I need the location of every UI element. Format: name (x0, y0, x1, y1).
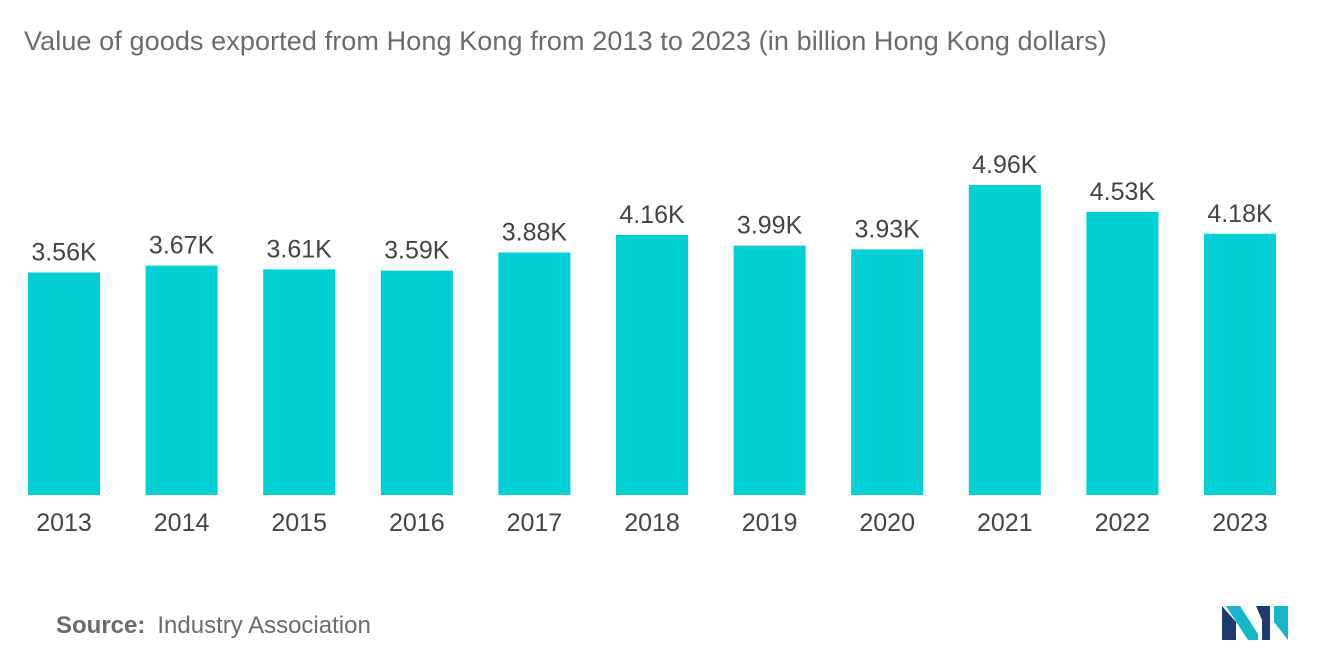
bar-2019 (733, 245, 806, 495)
data-label-2022: 4.53K (1090, 178, 1156, 206)
logo-shape-right (1274, 606, 1288, 640)
bar-2016 (380, 270, 453, 495)
bar-2013 (28, 272, 100, 495)
x-tick-2013: 2013 (36, 509, 92, 537)
x-tick-2018: 2018 (624, 509, 680, 537)
x-axis-ticks: 2013 2014 2015 2016 2017 2018 2019 2020 2021 2022… (36, 509, 1268, 537)
bar-2018 (616, 235, 688, 495)
logo-shape-mid-right (1256, 606, 1270, 640)
x-tick-2021: 2021 (977, 509, 1033, 537)
x-tick-2015: 2015 (271, 509, 327, 537)
x-tick-2017: 2017 (507, 509, 563, 537)
logo-shape-left (1222, 606, 1236, 640)
data-label-2016: 3.59K (384, 237, 450, 265)
x-tick-2014: 2014 (154, 509, 210, 537)
mordor-intelligence-logo-icon (1222, 606, 1288, 640)
x-tick-2020: 2020 (859, 509, 915, 537)
data-label-2014: 3.67K (149, 232, 215, 260)
bars-group (28, 185, 1276, 495)
data-label-2013: 3.56K (31, 239, 97, 267)
bar-2017 (498, 252, 571, 495)
bar-2021 (968, 185, 1041, 495)
bar-2014 (145, 265, 218, 495)
data-label-2019: 3.99K (737, 212, 803, 240)
bar-labels-group: 3.56K 3.67K 3.61K 3.59K 3.88K 4.16K 3.99K 3.93K… (31, 151, 1273, 267)
data-label-2015: 3.61K (267, 235, 333, 263)
x-tick-2023: 2023 (1212, 509, 1268, 537)
bar-2023 (1204, 233, 1276, 495)
data-label-2021: 4.96K (972, 151, 1038, 179)
source-note: Source: Industry Association (56, 612, 371, 640)
chart-title: Value of goods exported from Hong Kong f… (24, 26, 1107, 56)
data-label-2023: 4.18K (1207, 200, 1273, 228)
logo-shape-mid-left (1226, 606, 1258, 640)
x-tick-2016: 2016 (389, 509, 445, 537)
source-label: Source: (56, 612, 146, 639)
data-label-2017: 3.88K (502, 219, 568, 247)
source-value: Industry Association (157, 612, 371, 639)
bar-chart: 3.56K 3.67K 3.61K 3.59K 3.88K 4.16K 3.99K 3.93K… (28, 151, 1276, 537)
bar-2015 (263, 269, 336, 495)
bar-2022 (1086, 211, 1159, 495)
x-tick-2022: 2022 (1095, 509, 1151, 537)
x-tick-2019: 2019 (742, 509, 798, 537)
bar-2020 (851, 249, 924, 495)
data-label-2020: 3.93K (855, 215, 921, 243)
data-label-2018: 4.16K (619, 201, 685, 229)
